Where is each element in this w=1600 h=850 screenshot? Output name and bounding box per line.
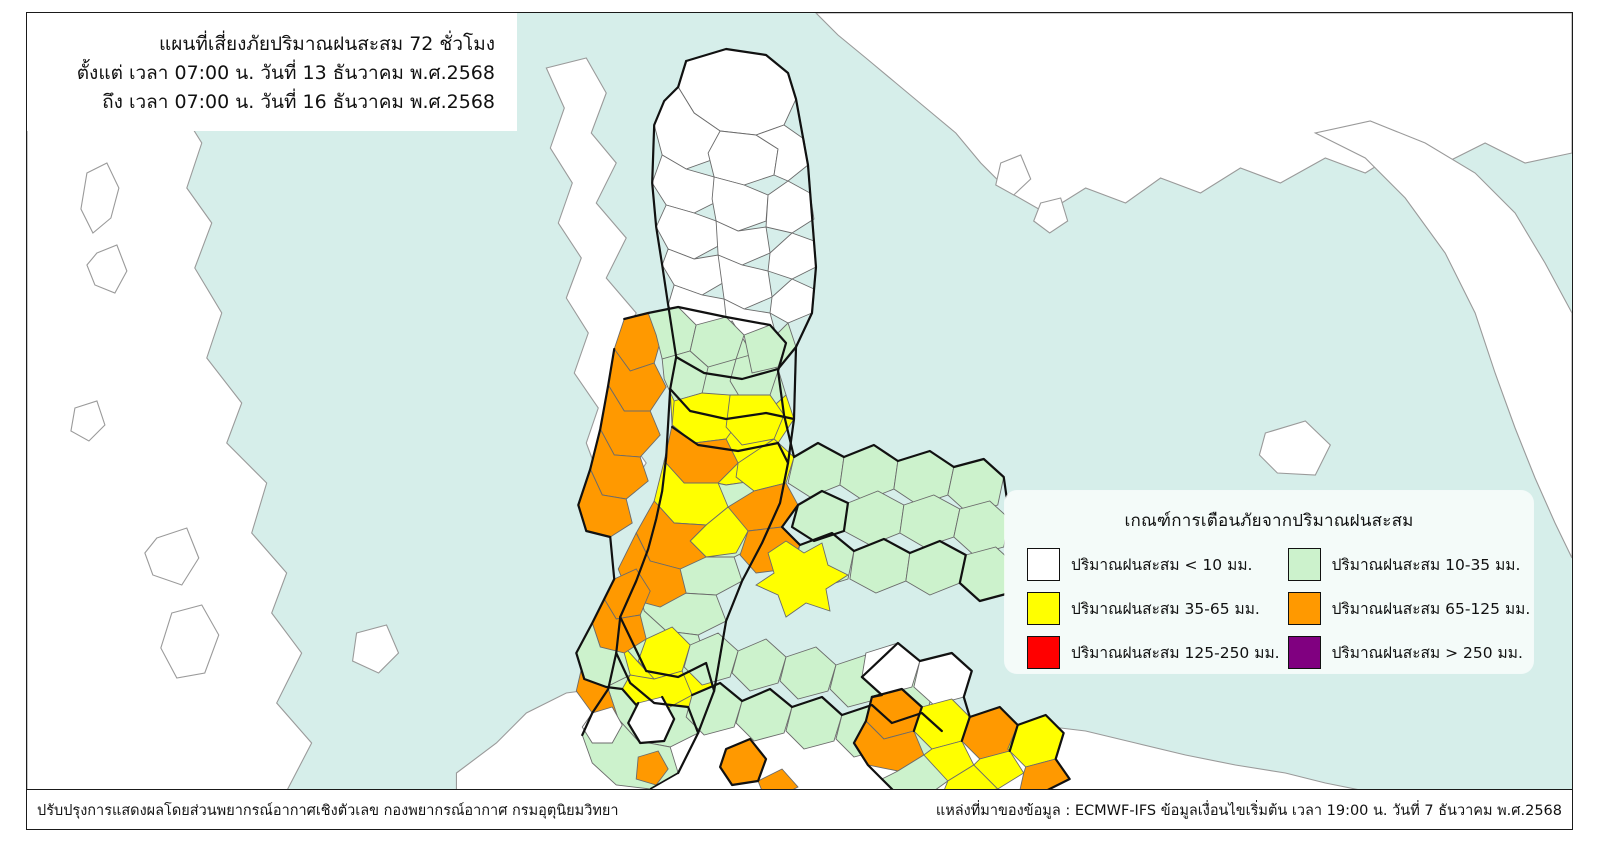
title-line-1: แผนที่เสี่ยงภัยปริมาณฝนสะสม 72 ชั่วโมง bbox=[158, 33, 495, 55]
legend-label-65-125: ปริมาณฝนสะสม 65-125 มม. bbox=[1331, 600, 1531, 618]
district-north-11 bbox=[661, 248, 727, 296]
district-white-2 bbox=[581, 706, 623, 744]
title-line-2: ตั้งแต่ เวลา 07:00 น. วันที่ 13 ธันวาคม … bbox=[76, 62, 495, 84]
district-north-7 bbox=[765, 180, 815, 234]
thailand-peninsula-map bbox=[27, 13, 1572, 791]
legend-item-lt10: ปริมาณฝนสะสม < 10 มม. bbox=[1027, 548, 1280, 581]
legend-swatch-gt250 bbox=[1287, 636, 1321, 669]
legend-label-35-65: ปริมาณฝนสะสม 35-65 มม. bbox=[1071, 600, 1260, 618]
island-west-4 bbox=[144, 527, 200, 586]
legend-swatch-lt10 bbox=[1027, 548, 1060, 581]
island-gulf-2 bbox=[1033, 197, 1069, 234]
district-green-22 bbox=[899, 494, 961, 548]
legend-label-10-35: ปริมาณฝนสะสม 10-35 มม. bbox=[1331, 556, 1521, 574]
legend-heading: เกณฑ์การเตือนภัยจากปริมาณฝนสะสม bbox=[1124, 511, 1414, 531]
legend-grid: ปริมาณฝนสะสม < 10 มม. ปริมาณฝนสะสม 10-35… bbox=[1005, 534, 1533, 669]
island-west-3 bbox=[70, 400, 106, 442]
island-gulf-3 bbox=[1258, 420, 1331, 476]
legend-label-125-250: ปริมาณฝนสะสม 125-250 มม. bbox=[1071, 644, 1280, 662]
district-green-19 bbox=[843, 490, 905, 546]
map-title-card: แผนที่เสี่ยงภัยปริมาณฝนสะสม 72 ชั่วโมง ต… bbox=[27, 13, 517, 131]
legend-swatch-65-125 bbox=[1287, 592, 1321, 625]
legend-swatch-125-250 bbox=[1027, 636, 1060, 669]
district-green-25 bbox=[953, 500, 1011, 556]
legend-label-gt250: ปริมาณฝนสะสม > 250 มม. bbox=[1331, 644, 1523, 662]
district-green-28 bbox=[683, 632, 739, 686]
district-north-4 bbox=[755, 124, 809, 182]
title-line-3: ถึง เวลา 07:00 น. วันที่ 16 ธันวาคม พ.ศ.… bbox=[102, 91, 495, 113]
district-north-10 bbox=[767, 232, 817, 280]
district-north-5 bbox=[651, 154, 719, 214]
district-north-8 bbox=[655, 204, 721, 260]
island-west-1 bbox=[80, 162, 120, 234]
district-green-30 bbox=[731, 638, 787, 692]
footer-credit-left: ปรับปรุงการแสดงผลโดยส่วนพยากรณ์อากาศเชิง… bbox=[37, 803, 619, 819]
island-west-5 bbox=[160, 604, 220, 679]
district-green-18 bbox=[839, 444, 899, 502]
island-west-2 bbox=[86, 244, 128, 294]
district-green-16 bbox=[787, 442, 845, 498]
footer-source-right: แหล่งที่มาของข้อมูล : ECMWF-IFS ข้อมูลเง… bbox=[935, 803, 1562, 819]
footer-bar: ปรับปรุงการแสดงผลโดยส่วนพยากรณ์อากาศเชิง… bbox=[27, 789, 1572, 829]
map-canvas: แผนที่เสี่ยงภัยปริมาณฝนสะสม 72 ชั่วโมง ต… bbox=[27, 13, 1572, 791]
legend-item-10-35: ปริมาณฝนสะสม 10-35 มม. bbox=[1287, 548, 1531, 581]
legend-item-gt250: ปริมาณฝนสะสม > 250 มม. bbox=[1287, 636, 1531, 669]
legend-item-125-250: ปริมาณฝนสะสม 125-250 มม. bbox=[1027, 636, 1280, 669]
legend-panel: เกณฑ์การเตือนภัยจากปริมาณฝนสะสม ปริมาณฝน… bbox=[1005, 491, 1533, 673]
coastline bbox=[649, 98, 817, 790]
island-gulf-1 bbox=[995, 154, 1032, 196]
district-north-6 bbox=[711, 176, 769, 232]
legend-item-35-65: ปริมาณฝนสะสม 35-65 มม. bbox=[1027, 592, 1280, 625]
island-west-6 bbox=[351, 624, 400, 674]
district-orange-island bbox=[635, 750, 669, 786]
district-yellow-star bbox=[755, 540, 849, 618]
map-frame: แผนที่เสี่ยงภัยปริมาณฝนสะสม 72 ชั่วโมง ต… bbox=[26, 12, 1573, 830]
legend-item-65-125: ปริมาณฝนสะสม 65-125 มม. bbox=[1287, 592, 1531, 625]
legend-swatch-35-65 bbox=[1027, 592, 1060, 625]
district-green-32 bbox=[779, 646, 837, 700]
legend-swatch-10-35 bbox=[1287, 548, 1321, 581]
vietnam-coast bbox=[1313, 120, 1572, 559]
legend-label-lt10: ปริมาณฝนสะสม < 10 มม. bbox=[1071, 556, 1253, 574]
district-north-13 bbox=[769, 278, 815, 324]
